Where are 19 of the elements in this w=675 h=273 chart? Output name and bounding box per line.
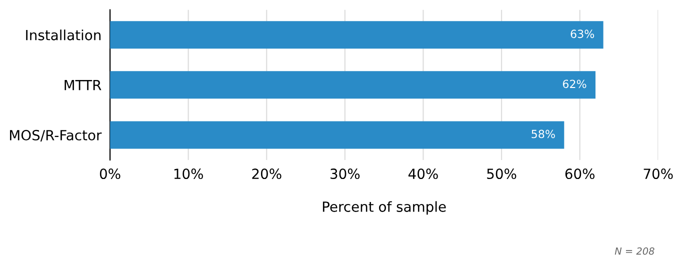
bar — [110, 21, 604, 49]
x-tick-label: 60% — [565, 168, 594, 180]
x-tick-label: 20% — [252, 168, 282, 180]
bar — [110, 71, 596, 99]
x-tick-label: 30% — [330, 168, 360, 180]
x-tick-label: 50% — [487, 168, 516, 180]
bar — [110, 121, 564, 149]
x-tick-label: 40% — [408, 168, 438, 180]
y-tick-label: MOS/R-Factor — [10, 130, 102, 142]
text: N = 208 — [614, 247, 654, 255]
data-label: 62% — [562, 80, 586, 88]
x-tick-label: 10% — [174, 168, 203, 180]
data-label: 58% — [532, 130, 555, 138]
x-tick-label: 70% — [644, 168, 673, 180]
x-axis-title: Percent of sample — [322, 201, 446, 215]
y-tick-label: MTTR — [64, 80, 102, 90]
x-tick-label: 0% — [100, 168, 120, 180]
y-tick-label: Installation — [26, 30, 101, 40]
data-label: 63% — [570, 30, 594, 38]
